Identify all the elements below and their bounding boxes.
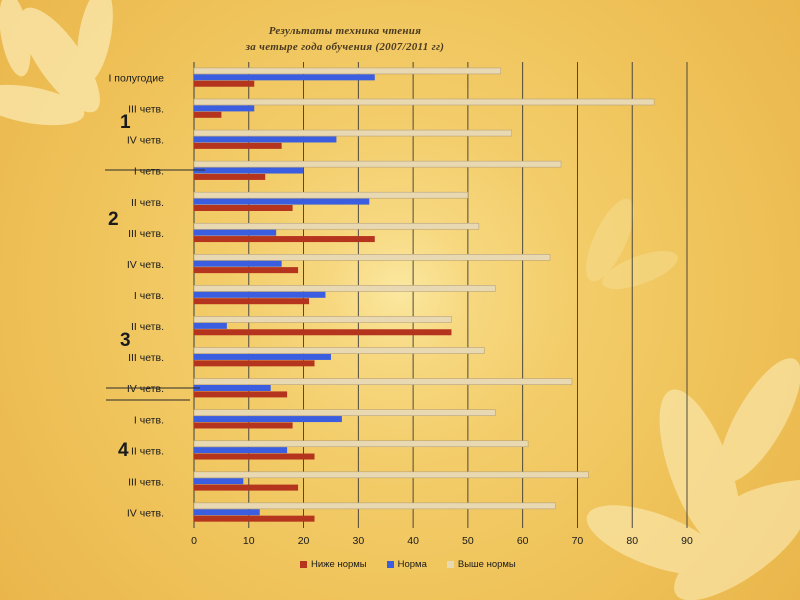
legend-label-above: Выше нормы xyxy=(457,558,516,570)
year-label-2: 2 xyxy=(108,209,119,230)
bar-below xyxy=(194,80,255,87)
year-label-4: 4 xyxy=(118,440,129,461)
legend-item-below: Ниже нормы xyxy=(300,559,367,570)
bar-norm xyxy=(194,291,326,298)
x-tick-label: 80 xyxy=(626,535,638,547)
x-tick-label: 40 xyxy=(407,535,419,547)
legend-label-norm: Норма xyxy=(397,558,427,570)
bar-below xyxy=(194,360,315,367)
bar-above xyxy=(193,67,502,75)
bar-norm xyxy=(194,229,277,236)
bar-above xyxy=(193,129,513,137)
category-label: I четв. xyxy=(134,166,164,178)
bar-norm xyxy=(194,198,370,205)
legend-label-below: Ниже нормы xyxy=(311,558,367,570)
x-tick-label: 90 xyxy=(681,535,693,547)
bar-norm xyxy=(194,167,304,174)
bar-norm xyxy=(194,74,375,81)
x-tick-label: 10 xyxy=(243,535,255,547)
x-tick-label: 0 xyxy=(191,535,197,547)
bar-norm xyxy=(194,260,282,267)
legend-item-above: Выше нормы xyxy=(446,558,516,570)
bar-norm xyxy=(194,416,342,423)
chart-title: Результаты техника чтения xyxy=(268,25,422,37)
x-tick-label: 70 xyxy=(572,535,584,547)
category-label: III четв. xyxy=(128,228,164,240)
bar-below xyxy=(194,205,293,211)
bar-above xyxy=(193,409,496,416)
year-label-1: 1 xyxy=(120,112,131,133)
bar-above xyxy=(193,316,452,323)
category-label: III четв. xyxy=(128,352,164,364)
category-label: II четв. xyxy=(131,197,164,209)
category-label: I четв. xyxy=(134,290,164,302)
category-label: II четв. xyxy=(131,445,164,457)
bar-above xyxy=(193,502,556,510)
bar-below xyxy=(194,515,315,522)
bar-norm xyxy=(194,509,260,516)
bar-norm xyxy=(194,385,271,391)
bar-below xyxy=(194,111,222,118)
bar-norm xyxy=(194,105,255,112)
bar-below xyxy=(194,142,282,149)
category-label: II четв. xyxy=(131,321,164,333)
category-label: III четв. xyxy=(128,476,164,488)
bar-above xyxy=(193,285,496,292)
chart-subtitle: за четыре года обучения (2007/2011 гг) xyxy=(245,41,445,53)
bar-above xyxy=(193,471,589,479)
bar-below xyxy=(194,329,452,336)
bar-above xyxy=(193,378,573,385)
bar-below xyxy=(194,298,310,305)
bar-norm xyxy=(194,136,337,143)
bar-below xyxy=(194,422,293,429)
category-label: I полугодие xyxy=(108,73,164,85)
x-tick-label: 50 xyxy=(462,535,474,547)
chart-legend: Ниже нормы Норма Выше нормы xyxy=(300,557,516,571)
legend-swatch-below xyxy=(300,560,307,568)
bar-below xyxy=(194,484,299,491)
bar-above xyxy=(193,440,529,448)
bar-norm xyxy=(194,322,227,329)
category-label: IV четв. xyxy=(127,383,164,395)
bar-above xyxy=(193,347,485,354)
bar-above xyxy=(193,191,469,199)
category-label: I четв. xyxy=(134,414,164,426)
category-label: IV четв. xyxy=(127,259,164,271)
bar-above xyxy=(193,98,655,106)
bar-below xyxy=(194,267,299,274)
bar-below xyxy=(194,173,266,180)
bar-above xyxy=(193,160,562,168)
category-label: IV четв. xyxy=(127,135,164,147)
legend-item-norm: Норма xyxy=(386,558,427,570)
bar-above xyxy=(193,222,480,230)
bar-norm xyxy=(194,447,288,454)
legend-swatch-above xyxy=(446,560,454,568)
bar-above xyxy=(193,254,551,261)
bar-below xyxy=(194,236,375,243)
category-label: IV четв. xyxy=(127,507,164,519)
x-tick-label: 60 xyxy=(517,535,529,547)
bar-norm xyxy=(194,478,244,485)
bar-below xyxy=(194,391,288,398)
x-tick-label: 30 xyxy=(352,535,364,547)
legend-swatch-norm xyxy=(386,560,394,568)
x-tick-label: 20 xyxy=(298,535,310,547)
year-label-3: 3 xyxy=(120,330,131,351)
bar-below xyxy=(194,453,315,460)
category-label: III четв. xyxy=(128,104,164,116)
bar-norm xyxy=(194,353,331,360)
